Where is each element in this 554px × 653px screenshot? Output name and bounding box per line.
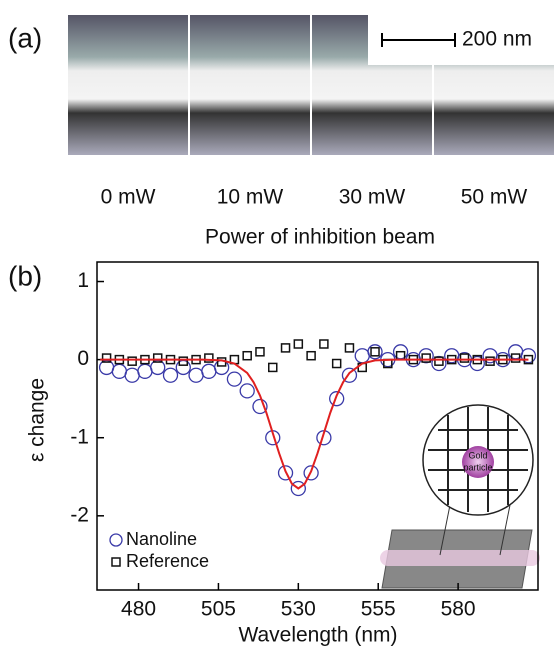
point: [162, 367, 179, 383]
point: [175, 359, 191, 376]
point: [127, 356, 137, 366]
point: [268, 362, 278, 373]
panel-label: (a): [8, 22, 42, 53]
point: [434, 356, 444, 366]
x-tick-label: 505: [201, 598, 236, 621]
point: [329, 391, 345, 407]
caption: Power of inhibition beam: [205, 226, 435, 249]
image-label: 10 mW: [217, 186, 284, 209]
point: [252, 398, 268, 415]
image-label: 30 mW: [339, 186, 406, 209]
y-tick-label: -2: [70, 503, 89, 526]
point: [204, 353, 214, 363]
image: [190, 15, 310, 155]
point: [370, 347, 380, 357]
y-tick-label: 1: [77, 269, 89, 292]
pointer: [439, 504, 451, 556]
point: [255, 347, 265, 357]
x-axis-label: Wavelength (nm): [238, 624, 397, 647]
fit-line: [100, 358, 529, 490]
pointer: [499, 504, 511, 556]
point: [239, 383, 255, 399]
panel-label: (b): [8, 260, 42, 291]
point: [520, 348, 537, 364]
image-label: 50 mW: [461, 186, 528, 209]
image-strip: 200 nm: [68, 15, 554, 155]
point: [303, 465, 319, 481]
point: [137, 363, 153, 379]
point: [277, 465, 294, 481]
point: [178, 356, 189, 366]
point: [367, 344, 383, 360]
nanoline: [380, 550, 540, 566]
inset-label: particle: [463, 462, 492, 472]
point: [124, 367, 140, 383]
legend-marker: [111, 557, 121, 567]
point: [469, 355, 485, 372]
x-tick-label: 480: [121, 598, 156, 621]
legend-label: Reference: [126, 551, 209, 571]
point: [459, 353, 470, 363]
inset-label: Gold: [468, 450, 487, 460]
point: [331, 358, 342, 369]
gold-particle: [462, 446, 494, 478]
point: [421, 353, 431, 363]
y-axis-label: ε change: [26, 378, 49, 462]
image-label: 0 mW: [101, 186, 156, 209]
point: [280, 343, 291, 353]
image: [68, 15, 188, 155]
inset: Gold particle: [380, 404, 540, 589]
point: [101, 353, 112, 363]
scale-label: 200 nm: [462, 28, 532, 51]
point: [344, 343, 355, 353]
x-tick-label: 555: [361, 598, 396, 621]
plot-frame: [96, 261, 539, 591]
y-tick-label: 0: [77, 347, 89, 370]
point: [306, 350, 316, 361]
point: [242, 350, 252, 361]
point: [201, 363, 217, 379]
point: [293, 339, 304, 349]
point: [111, 363, 128, 379]
point: [290, 480, 306, 497]
point: [485, 356, 495, 366]
point: [354, 348, 370, 364]
legend-label: Nanoline: [126, 529, 197, 549]
point: [507, 344, 524, 360]
point: [188, 367, 204, 383]
point: [510, 353, 521, 363]
point: [341, 367, 358, 383]
y-tick-label: -1: [70, 425, 89, 448]
point: [319, 339, 329, 349]
point: [152, 353, 163, 363]
legend-marker: [109, 533, 123, 547]
x-tick-label: 580: [441, 598, 476, 621]
point: [226, 371, 243, 387]
x-tick-label: 530: [281, 598, 316, 621]
